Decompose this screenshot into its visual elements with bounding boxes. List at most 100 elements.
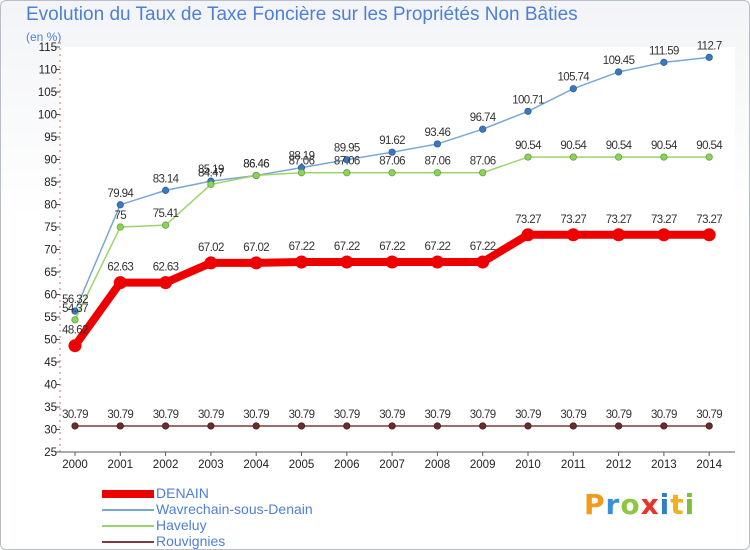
data-label: 75.41 [153, 208, 179, 220]
data-point [430, 255, 444, 269]
data-point [476, 255, 490, 269]
proxiti-logo: Proxiti [584, 488, 695, 521]
y-tick-label: 85 [44, 177, 57, 189]
data-point [388, 169, 396, 177]
x-tick-label: 2008 [425, 459, 451, 471]
data-label: 93.46 [425, 127, 451, 139]
data-point [207, 422, 215, 430]
data-point [113, 276, 127, 290]
legend-swatch [102, 525, 154, 527]
data-label: 30.79 [62, 409, 88, 421]
data-label: 86.46 [243, 158, 269, 170]
data-point [479, 422, 487, 430]
data-point [71, 422, 79, 430]
data-point [660, 58, 668, 66]
y-tick-label: 55 [44, 312, 57, 324]
y-tick-label: 75 [44, 222, 57, 234]
data-label: 100.71 [512, 94, 544, 106]
y-unit-label: (en %) [26, 30, 62, 44]
data-label: 90.54 [696, 140, 723, 152]
logo-letter: t [670, 488, 685, 521]
data-label: 87.06 [425, 156, 451, 168]
data-point [162, 186, 170, 194]
data-label: 30.79 [696, 409, 722, 421]
legend-swatch [102, 509, 154, 511]
data-point [705, 53, 713, 61]
logo-letter: i [659, 488, 671, 521]
x-tick-label: 2004 [243, 459, 269, 471]
data-label: 30.79 [289, 409, 315, 421]
plot-area [60, 47, 735, 452]
data-label: 85.19 [198, 164, 224, 176]
data-point [569, 153, 577, 161]
data-label: 87.06 [289, 156, 315, 168]
data-point [385, 255, 399, 269]
data-label: 30.79 [425, 409, 451, 421]
data-point [479, 125, 487, 133]
data-point [343, 169, 351, 177]
logo-letter: r [605, 488, 621, 521]
y-tick-label: 110 [39, 65, 57, 77]
legend-swatch [102, 490, 154, 498]
data-label: 75 [115, 210, 127, 222]
data-label: 67.22 [379, 241, 405, 253]
y-tick-label: 35 [44, 402, 57, 414]
data-point [569, 85, 577, 93]
data-label: 73.27 [696, 214, 722, 226]
data-point [343, 422, 351, 430]
data-label: 67.22 [334, 241, 360, 253]
logo-letter: x [640, 488, 660, 521]
x-tick-label: 2007 [379, 459, 405, 471]
data-label: 90.54 [560, 140, 587, 152]
data-point [162, 221, 170, 229]
data-point [566, 228, 580, 242]
data-label: 96.74 [470, 112, 497, 124]
data-label: 48.62 [62, 325, 88, 337]
x-tick-label: 2003 [198, 459, 224, 471]
data-label: 83.14 [153, 173, 180, 185]
data-point [433, 169, 441, 177]
logo-letter: i [684, 488, 696, 521]
data-label: 91.62 [379, 135, 405, 147]
legend-label: DENAIN [156, 485, 209, 501]
y-tick-label: 90 [44, 155, 57, 167]
y-tick-label: 60 [44, 290, 57, 302]
data-label: 67.22 [470, 241, 496, 253]
data-label: 30.79 [560, 409, 586, 421]
data-point [207, 180, 215, 188]
data-point [71, 316, 79, 324]
data-point [614, 153, 623, 161]
data-point [524, 153, 532, 161]
logo-letter: o [620, 488, 641, 521]
data-point [343, 156, 351, 164]
data-point [249, 256, 263, 270]
legend-label: Wavrechain-sous-Denain [156, 501, 313, 517]
logo-letter: P [584, 488, 606, 521]
y-tick-label: 50 [44, 335, 57, 347]
data-label: 79.94 [107, 188, 134, 200]
data-label: 73.27 [560, 214, 586, 226]
data-point [252, 422, 260, 430]
data-point [521, 228, 535, 242]
y-tick-label: 100 [38, 110, 57, 122]
data-point [614, 422, 623, 430]
data-label: 90.54 [606, 140, 633, 152]
data-point [162, 422, 170, 430]
data-point [612, 228, 626, 242]
data-point [433, 422, 441, 430]
y-tick-label: 45 [44, 357, 57, 369]
data-label: 105.74 [558, 72, 591, 84]
data-label: 30.79 [515, 409, 541, 421]
data-label: 73.27 [651, 214, 677, 226]
data-label: 67.22 [289, 241, 315, 253]
data-point [569, 422, 577, 430]
data-label: 90.54 [651, 140, 678, 152]
data-label: 30.79 [470, 409, 496, 421]
data-point [297, 169, 306, 177]
data-label: 30.79 [379, 409, 405, 421]
data-point [614, 68, 623, 76]
data-point [388, 422, 396, 430]
y-tick-label: 105 [38, 87, 57, 99]
x-tick-label: 2012 [606, 459, 632, 471]
data-label: 30.79 [606, 409, 632, 421]
